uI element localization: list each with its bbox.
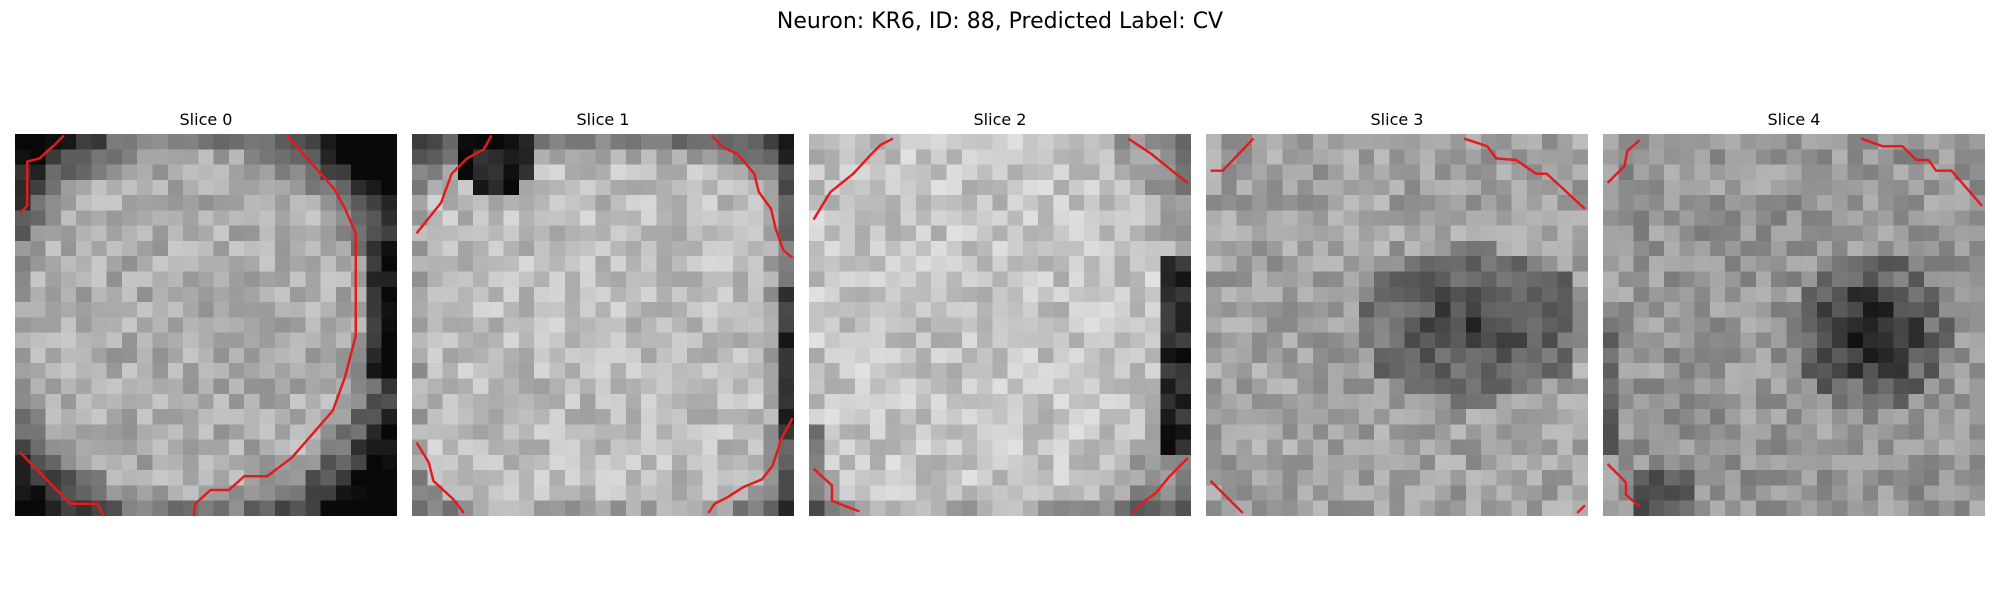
contour-line xyxy=(1463,137,1586,210)
contour-line xyxy=(1209,479,1244,514)
pixel-grid xyxy=(809,134,1191,516)
contour-lines xyxy=(812,137,1189,514)
contour-line xyxy=(18,450,105,516)
slice-title-3: Slice 3 xyxy=(1370,110,1424,129)
contour-line xyxy=(1860,137,1983,207)
slice-panel-1: Slice 1 xyxy=(412,110,794,516)
slice-image-3 xyxy=(1206,134,1588,516)
contour-line xyxy=(812,467,860,513)
slice-panel-0: Slice 0 xyxy=(15,110,397,516)
slice-title-4: Slice 4 xyxy=(1767,110,1821,129)
pixel-grid xyxy=(1603,134,1985,516)
figure-title: Neuron: KR6, ID: 88, Predicted Label: CV xyxy=(776,9,1224,34)
contour-lines xyxy=(1209,137,1586,514)
slice-image-2 xyxy=(809,134,1191,516)
slice-image-1 xyxy=(412,134,794,516)
contour-lines xyxy=(18,134,357,516)
contour-line xyxy=(1576,504,1586,514)
slice-image-0 xyxy=(15,134,397,516)
contour-line xyxy=(707,417,794,514)
contour-line xyxy=(192,134,357,516)
slice-panel-2: Slice 2 xyxy=(809,110,1191,516)
contour-lines xyxy=(1606,137,1983,508)
slice-image-4 xyxy=(1603,134,1985,516)
slice-panel-3: Slice 3 xyxy=(1206,110,1588,516)
contour-line xyxy=(812,137,894,221)
slice-title-1: Slice 1 xyxy=(576,110,630,129)
slice-panel-4: Slice 4 xyxy=(1603,110,1985,516)
slice-title-0: Slice 0 xyxy=(179,110,233,129)
contour-line xyxy=(1606,139,1641,184)
pixel-grid xyxy=(412,134,794,516)
contour-line xyxy=(1210,137,1255,172)
contour-line xyxy=(1127,137,1189,184)
contour-line xyxy=(18,134,65,215)
contour-line xyxy=(1131,457,1189,514)
pixel-grid xyxy=(15,134,397,516)
contour-lines xyxy=(415,134,794,514)
pixel-grid xyxy=(1206,134,1588,516)
contour-line xyxy=(710,134,794,259)
slice-title-2: Slice 2 xyxy=(973,110,1027,129)
contour-line xyxy=(415,442,465,514)
contour-line xyxy=(1606,463,1641,508)
contour-line xyxy=(415,134,493,235)
